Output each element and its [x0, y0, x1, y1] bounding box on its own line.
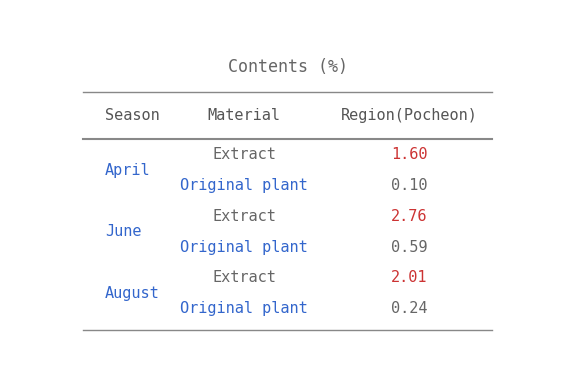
- Text: June: June: [105, 224, 141, 239]
- Text: 2.76: 2.76: [391, 209, 427, 224]
- Text: Material: Material: [208, 108, 280, 123]
- Text: Original plant: Original plant: [180, 178, 308, 193]
- Text: Region(Pocheon): Region(Pocheon): [341, 108, 477, 123]
- Text: August: August: [105, 286, 160, 301]
- Text: Extract: Extract: [212, 270, 276, 285]
- Text: Extract: Extract: [212, 209, 276, 224]
- Text: 2.01: 2.01: [391, 270, 427, 285]
- Text: Season: Season: [105, 108, 160, 123]
- Text: Original plant: Original plant: [180, 240, 308, 255]
- Text: 0.24: 0.24: [391, 301, 427, 316]
- Text: 1.60: 1.60: [391, 147, 427, 162]
- Text: Original plant: Original plant: [180, 301, 308, 316]
- Text: 0.59: 0.59: [391, 240, 427, 255]
- Text: Extract: Extract: [212, 147, 276, 162]
- Text: April: April: [105, 162, 150, 177]
- Text: 0.10: 0.10: [391, 178, 427, 193]
- Text: Contents (%): Contents (%): [228, 58, 347, 76]
